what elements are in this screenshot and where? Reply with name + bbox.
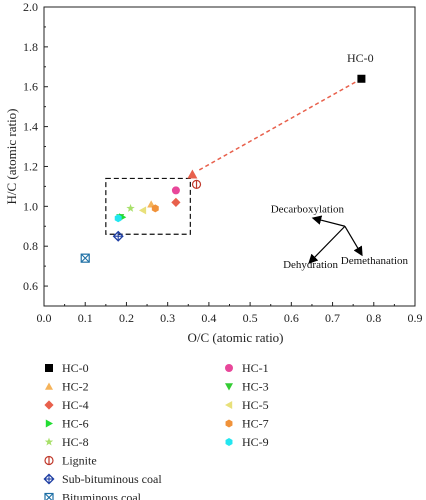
x-tick-label: 0.3 xyxy=(160,311,175,325)
y-tick-label: 1.4 xyxy=(23,120,38,134)
marker-shape xyxy=(138,206,147,215)
annotation-hc-0: HC-0 xyxy=(347,51,374,65)
y-tick-label: 0.8 xyxy=(23,239,38,253)
legend-marker xyxy=(44,455,54,466)
legend-marker xyxy=(225,364,233,372)
x-axis-title: O/C (atomic ratio) xyxy=(187,330,283,345)
point-hc-5 xyxy=(138,206,147,215)
point-hc-9 xyxy=(114,214,122,223)
legend-marker xyxy=(225,438,233,446)
x-tick-label: 0.1 xyxy=(78,311,93,325)
legend-marker xyxy=(44,492,54,500)
legend-label-hc-4: HC-4 xyxy=(62,398,89,412)
y-axis-title: H/C (atomic ratio) xyxy=(4,108,19,204)
marker-shape xyxy=(225,419,233,428)
arrow-decarboxylation xyxy=(311,215,346,227)
legend-label-hc-0: HC-0 xyxy=(62,361,89,375)
legend-label-hc-2: HC-2 xyxy=(62,380,89,394)
point-hc-1 xyxy=(171,186,180,195)
marker-shape xyxy=(151,204,159,213)
legend-marker xyxy=(225,419,233,428)
x-tick-label: 0.5 xyxy=(243,311,258,325)
point-hc-4 xyxy=(171,197,181,207)
marker-shape xyxy=(80,253,90,263)
y-tick-label: 1.6 xyxy=(23,80,38,94)
point-bituminous-coal xyxy=(80,253,90,263)
annotation-dehydration: Dehydration xyxy=(283,259,338,271)
x-tick-label: 0.4 xyxy=(201,311,216,325)
point-lignite xyxy=(191,179,202,190)
marker-shape xyxy=(45,364,53,372)
plot-area: 0.0 0.1 0.2 0.3 0.4 0.5 0.6 0.7 0.8 0.9 0.6 0.8 1.0 1… xyxy=(4,0,423,345)
marker-shape xyxy=(225,364,233,372)
trend-arrowhead xyxy=(187,169,198,179)
legend-label-lignite: Lignite xyxy=(62,454,97,468)
legend-label-hc-5: HC-5 xyxy=(242,398,269,412)
point-hc-7 xyxy=(151,204,159,213)
legend-label-hc-1: HC-1 xyxy=(242,361,269,375)
x-tick-label: 0.2 xyxy=(119,311,134,325)
legend: HC-0 HC-2 HC-4 HC-6 HC-8 Lignite Sub-bituminou… xyxy=(43,361,269,500)
marker-shape xyxy=(225,383,233,391)
legend-label-hc-6: HC-6 xyxy=(62,417,89,431)
legend-label-hc-3: HC-3 xyxy=(242,380,269,394)
legend-marker xyxy=(43,473,55,485)
arrow-demethanation xyxy=(344,225,363,257)
y-tick-label: 1.2 xyxy=(23,159,38,173)
legend-label-hc-8: HC-8 xyxy=(62,435,89,449)
x-tick-label: 0.0 xyxy=(37,311,52,325)
zoom-box xyxy=(105,177,191,235)
y-tick-label: 0.6 xyxy=(23,279,38,293)
legend-marker xyxy=(225,401,233,409)
x-tick-label: 0.9 xyxy=(408,311,423,325)
legend-marker xyxy=(44,400,54,410)
y-tick-label: 1.8 xyxy=(23,40,38,54)
x-tick-label: 0.8 xyxy=(366,311,381,325)
marker-x2 xyxy=(80,253,90,263)
marker-x2 xyxy=(45,493,54,500)
point-hc-0 xyxy=(357,74,366,83)
y-tick-label: 1.0 xyxy=(23,199,38,213)
marker-shape xyxy=(225,438,233,446)
marker-shape xyxy=(45,382,53,390)
marker-shape xyxy=(114,214,122,223)
legend-marker xyxy=(45,382,53,390)
marker-shape xyxy=(44,492,54,500)
marker-shape xyxy=(44,437,54,446)
point-sub-bituminous-coal xyxy=(112,230,124,242)
legend-label-hc-9: HC-9 xyxy=(242,435,269,449)
x-tick-label: 0.6 xyxy=(284,311,299,325)
y-tick-label: 2.0 xyxy=(23,0,38,14)
legend-label-hc-7: HC-7 xyxy=(242,417,269,431)
arrow-dehydration xyxy=(308,225,346,264)
x-tick-label: 0.7 xyxy=(325,311,340,325)
marker-shape xyxy=(225,401,233,409)
marker-shape xyxy=(171,186,180,195)
legend-label-bituminous-coal: Bituminous coal xyxy=(62,491,142,500)
legend-marker xyxy=(45,419,53,428)
marker-shape xyxy=(357,74,366,83)
marker-shape xyxy=(44,400,54,410)
marker-shape xyxy=(45,419,53,428)
marker-shape xyxy=(171,197,181,207)
legend-marker xyxy=(225,383,233,391)
marker-shape xyxy=(126,203,135,212)
annotation-decarboxylation: Decarboxylation xyxy=(271,203,345,215)
legend-marker xyxy=(45,364,53,372)
annotation-demethanation: Demethanation xyxy=(341,255,409,267)
trend-line xyxy=(198,78,362,172)
point-hc-8 xyxy=(126,203,135,212)
legend-marker xyxy=(44,437,54,446)
legend-label-sub-bituminous-coal: Sub-bituminous coal xyxy=(62,472,162,486)
